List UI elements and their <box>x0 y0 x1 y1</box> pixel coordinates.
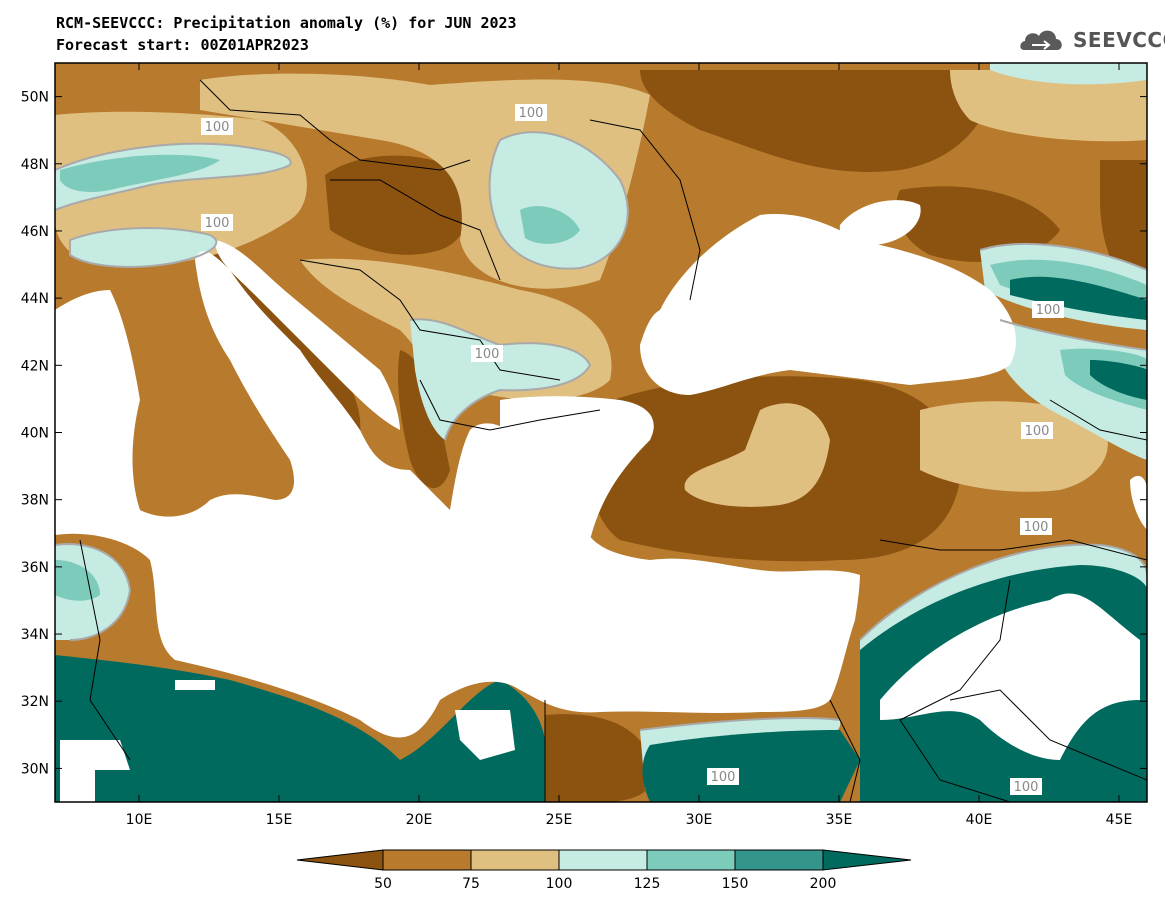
adriatic-sea <box>215 240 400 430</box>
medium-wet-alps <box>60 154 220 192</box>
strong-wet-algeria-libya <box>55 655 545 802</box>
lat-tick-label: 36N <box>21 560 49 576</box>
border-line <box>829 699 861 802</box>
border-line <box>879 539 1147 561</box>
colorbar-max-triangle <box>822 849 912 871</box>
contour-labels: 100 100 100 100 100 100 100 100 100 <box>201 104 1064 795</box>
contour-line-egypt <box>639 717 841 731</box>
wet-region-serbia <box>410 319 590 440</box>
lat-tick-label: 34N <box>21 627 49 643</box>
aegean-sea <box>500 396 654 564</box>
lat-tick-label: 40N <box>21 426 49 442</box>
colorbar-min-triangle <box>296 849 384 871</box>
lat-tick-label: 50N <box>21 90 49 106</box>
missing-data-arabia <box>880 593 1140 760</box>
strong-wet-egypt <box>642 730 860 802</box>
border-line <box>79 539 131 761</box>
colorbar-label: 200 <box>810 876 837 892</box>
border-line <box>949 689 1147 781</box>
lon-tick-label: 10E <box>126 812 153 828</box>
seevccc-cloud-logo-icon <box>1020 30 1062 50</box>
border-line <box>1049 399 1147 441</box>
colorbar-label: 125 <box>634 876 661 892</box>
lon-tick-label: 25E <box>546 812 573 828</box>
contour-label: 100 <box>205 216 230 231</box>
medium-wet-romania-core <box>520 206 580 244</box>
colorbar-segment <box>382 849 472 871</box>
lon-tick-label: 45E <box>1106 812 1133 828</box>
missing-data-algeria <box>60 740 130 802</box>
colorbar-segment <box>646 849 736 871</box>
tan-region-north-east <box>950 70 1147 142</box>
lat-tick-label: 46N <box>21 224 49 240</box>
map-fill-layer <box>55 63 1147 802</box>
colorbar-segment <box>734 849 824 871</box>
wet-region-north-east-corner <box>990 63 1147 85</box>
contour-label: 100 <box>1014 780 1039 795</box>
dry-region-albania <box>398 350 450 489</box>
border-line <box>899 579 1011 802</box>
colorbar-segment <box>558 849 648 871</box>
contour-label: 100 <box>1036 303 1061 318</box>
lat-tick-label: 32N <box>21 694 49 710</box>
contour-line-serbia <box>409 318 592 441</box>
dry-region-ukraine <box>640 70 1000 172</box>
lat-tick-label: 48N <box>21 157 49 173</box>
lat-tick-label: 44N <box>21 291 49 307</box>
black-sea <box>640 214 1016 395</box>
tan-region-caucasus <box>920 401 1108 492</box>
contour-label: 100 <box>519 106 544 121</box>
contour-label: 100 <box>711 770 736 785</box>
border-line <box>589 119 701 301</box>
contour-line-alps <box>55 142 292 211</box>
contour-line-tunisia <box>55 543 132 641</box>
colorbar: 50 75 100 125 150 200 <box>296 849 912 892</box>
contour-line-po <box>69 227 218 268</box>
contour-line-east <box>979 242 1147 271</box>
contour-label: 100 <box>1024 520 1049 535</box>
lon-tick-label: 40E <box>966 812 993 828</box>
colorbar-label: 150 <box>722 876 749 892</box>
missing-data-libya-east <box>175 680 215 690</box>
lat-tick-label: 30N <box>21 761 49 777</box>
wet-region-po-valley <box>70 228 217 267</box>
strong-wet-russia-east <box>1010 276 1147 320</box>
dry-region-libya-east <box>545 714 653 802</box>
lon-tick-label: 30E <box>686 812 713 828</box>
contour-line-caucasus <box>999 319 1147 351</box>
strong-wet-georgia <box>1090 360 1147 400</box>
lat-tick-label: 38N <box>21 493 49 509</box>
border-line <box>330 179 501 281</box>
contour-line-romania <box>488 131 629 270</box>
map-title: RCM-SEEVCCC: Precipitation anomaly (%) f… <box>56 14 517 32</box>
contour-label: 100 <box>475 347 500 362</box>
axis-ticks: 10E 15E 20E 25E 30E 35E 40E 45E 50N 48N 46N 44N 42N 4… <box>21 63 1147 828</box>
contour-label: 100 <box>205 120 230 135</box>
contour-label: 100 <box>1025 424 1050 439</box>
missing-data-libya <box>455 710 515 760</box>
colorbar-label: 50 <box>374 876 392 892</box>
forecast-start-subtitle: Forecast start: 00Z01APR2023 <box>56 36 309 54</box>
lon-tick-label: 35E <box>826 812 853 828</box>
medium-wet-tunisia <box>55 560 100 601</box>
border-line <box>299 259 561 381</box>
lat-tick-label: 42N <box>21 358 49 374</box>
wet-region-romania <box>489 132 628 269</box>
logo-text: SEEVCCC <box>1073 28 1165 52</box>
caspian-fragment <box>1130 475 1147 530</box>
border-line <box>419 379 601 431</box>
border-line <box>199 79 471 171</box>
lon-tick-label: 15E <box>266 812 293 828</box>
mediterranean-sea <box>55 251 860 738</box>
colorbar-label: 75 <box>462 876 480 892</box>
colorbar-label: 100 <box>546 876 573 892</box>
colorbar-segment <box>470 849 560 871</box>
lon-tick-label: 20E <box>406 812 433 828</box>
borders <box>79 79 1147 802</box>
azov-sea <box>839 200 921 245</box>
tan-region-anatolia <box>684 403 830 507</box>
